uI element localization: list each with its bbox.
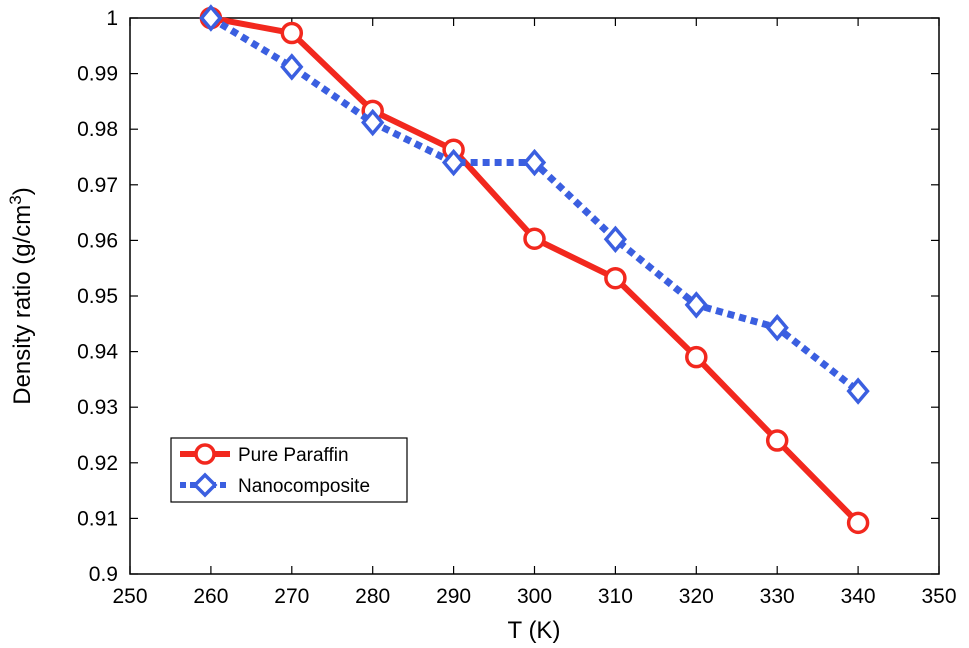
y-tick-label: 0.92 [77, 452, 118, 475]
data-point-nanocomposite [603, 225, 628, 253]
data-point-pure-paraffin [280, 21, 304, 45]
data-point-pure-paraffin [765, 429, 789, 452]
x-tick-label: 260 [193, 585, 228, 608]
y-tick-label: 0.97 [77, 174, 118, 197]
y-axis-title-superscript: 3 [6, 195, 25, 204]
x-tick-label: 340 [841, 585, 876, 608]
y-tick-label: 1 [106, 7, 118, 30]
y-tick-label: 0.94 [77, 341, 118, 364]
data-point-nanocomposite [684, 291, 708, 319]
data-point-pure-paraffin [846, 511, 870, 535]
y-tick-label: 0.93 [77, 396, 118, 419]
x-tick-label: 310 [598, 585, 633, 608]
y-tick-label: 0.9 [89, 563, 118, 586]
y-tick-label: 0.99 [77, 63, 118, 86]
data-point-pure-paraffin [523, 227, 546, 250]
legend: Pure Paraffin Nanocomposite [170, 437, 408, 503]
data-point-pure-paraffin [685, 345, 708, 369]
data-point-pure-paraffin [604, 266, 627, 290]
y-axis-title: Density ratio (g/cm3) [6, 187, 36, 405]
y-tick-label: 0.95 [77, 285, 118, 308]
x-tick-label: 300 [517, 585, 552, 608]
x-tick-label: 320 [679, 585, 714, 608]
x-axis: 250 260 270 280 290 300 310 320 330 340 350 [112, 18, 957, 608]
data-point-nanocomposite [361, 108, 385, 137]
y-tick-label: 0.98 [77, 118, 118, 141]
legend-marker-pure-paraffin [194, 443, 216, 465]
y-axis-title-main: Density ratio (g/cm [9, 205, 36, 405]
data-point-nanocomposite [280, 53, 304, 81]
y-axis-title-close: ) [9, 187, 36, 195]
data-point-nanocomposite [765, 313, 789, 342]
x-tick-label: 280 [355, 585, 390, 608]
legend-label-nanocomposite: Nanocomposite [238, 476, 370, 497]
series-layer [199, 4, 870, 535]
data-point-nanocomposite [846, 377, 870, 405]
x-tick-label: 350 [921, 585, 956, 608]
data-point-nanocomposite [522, 148, 547, 177]
x-axis-title: T (K) [508, 617, 561, 644]
data-point-nanocomposite [441, 148, 466, 177]
y-tick-label: 0.91 [77, 507, 118, 530]
series-line-nanocomposite [209, 15, 861, 394]
x-tick-label: 330 [760, 585, 795, 608]
y-tick-label: 0.96 [77, 229, 118, 252]
x-tick-label: 270 [274, 585, 309, 608]
legend-marker-nanocomposite [192, 472, 218, 498]
y-axis: 0.9 0.91 0.92 0.93 0.94 0.95 0.96 0.97 0.98 0.99 1 [77, 7, 939, 586]
x-tick-label: 290 [436, 585, 471, 608]
data-point-nanocomposite [199, 4, 223, 32]
x-tick-label: 250 [112, 585, 147, 608]
legend-label-pure-paraffin: Pure Paraffin [238, 445, 349, 466]
